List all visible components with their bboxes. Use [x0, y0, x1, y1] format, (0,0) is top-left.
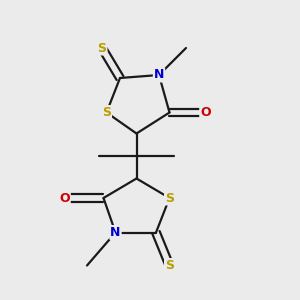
Text: N: N: [110, 226, 121, 239]
Text: S: S: [98, 41, 106, 55]
Text: S: S: [102, 106, 111, 119]
Text: O: O: [59, 191, 70, 205]
Text: O: O: [200, 106, 211, 119]
Text: S: S: [165, 259, 174, 272]
Text: N: N: [154, 68, 164, 82]
Text: S: S: [165, 191, 174, 205]
